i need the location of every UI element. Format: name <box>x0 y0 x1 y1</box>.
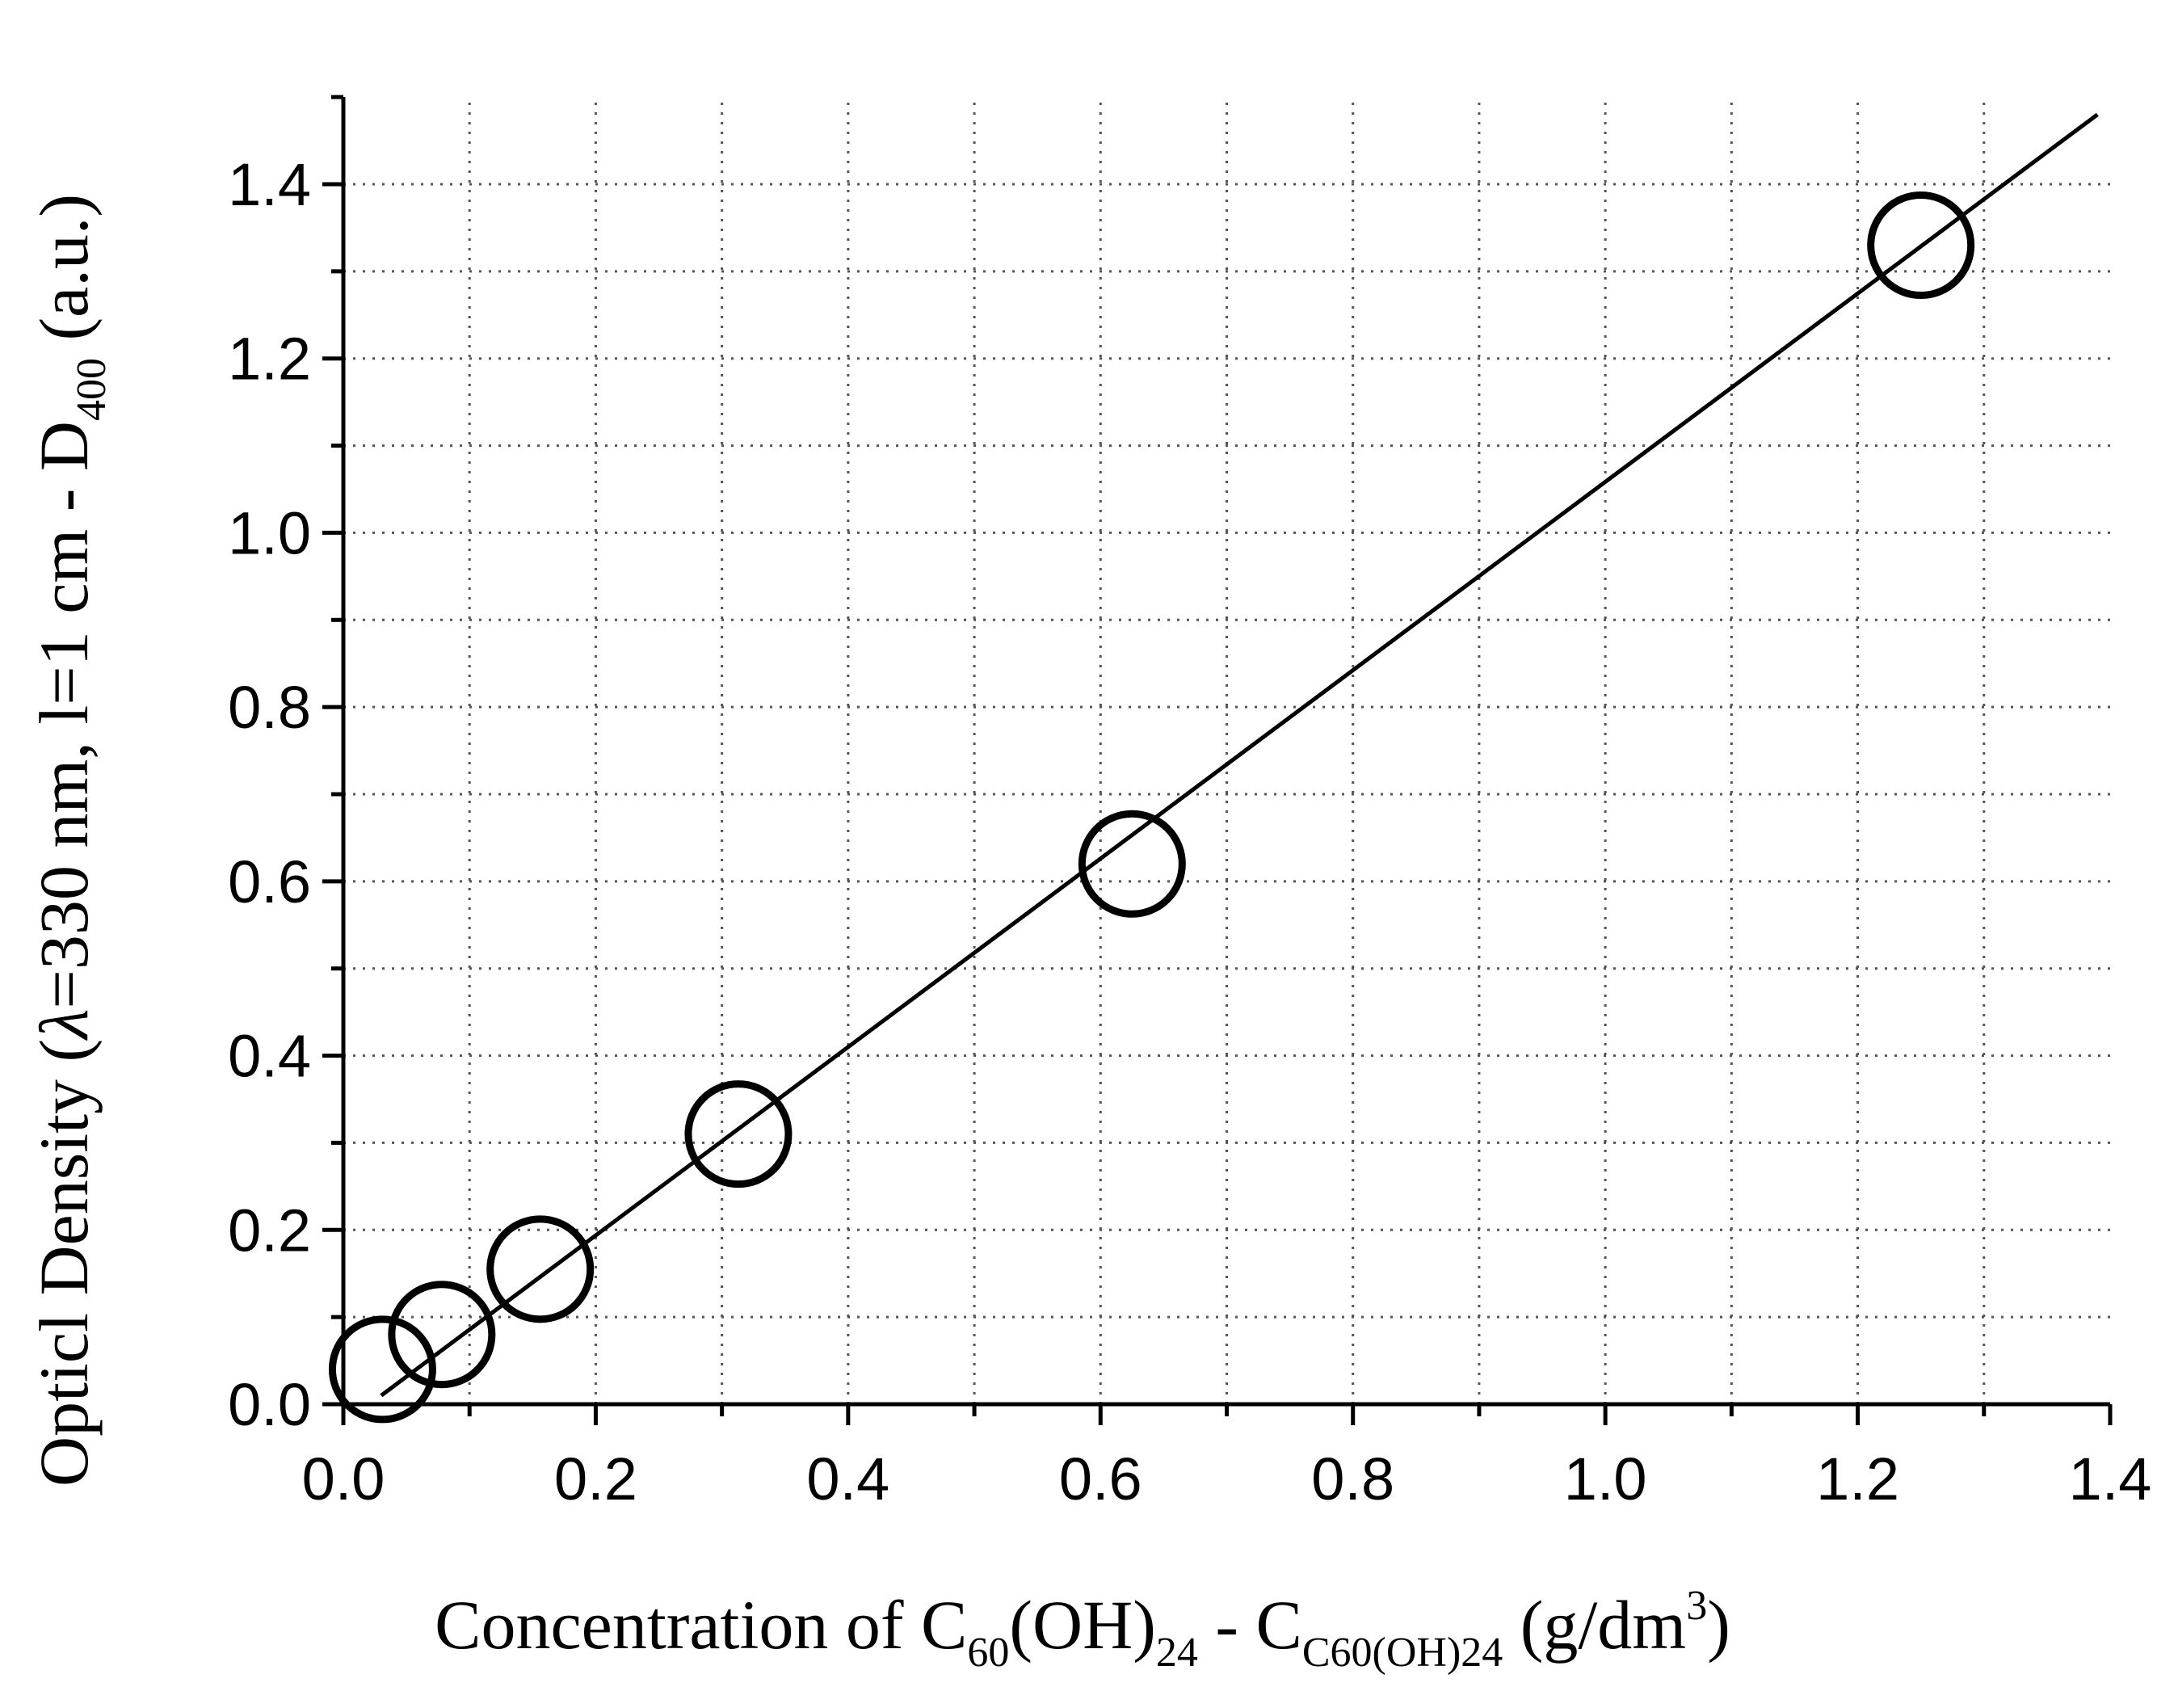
y-tick-label: 1.4 <box>228 151 311 218</box>
data-point <box>1078 810 1186 918</box>
data-point <box>1867 191 1975 299</box>
y-tick-label: 0.6 <box>228 848 311 915</box>
x-tick-label: 0.4 <box>806 1445 889 1512</box>
y-tick-label: 0.8 <box>228 674 311 741</box>
fit-line <box>380 112 2099 1398</box>
x-tick-label: 0.2 <box>554 1445 637 1512</box>
data-point <box>328 1315 436 1424</box>
y-tick-label: 0.4 <box>228 1023 311 1090</box>
grid <box>343 97 2110 1404</box>
y-axis-title: Opticl Density (λ=330 nm, l=1 cm - D400 … <box>25 194 115 1487</box>
fit-line-group <box>380 112 2099 1398</box>
data-point <box>486 1215 595 1323</box>
y-tick-label: 0.2 <box>228 1197 311 1264</box>
data-point <box>388 1281 496 1389</box>
x-tick-label: 0.6 <box>1059 1445 1142 1512</box>
y-tick-label: 1.2 <box>228 326 311 393</box>
x-tick-label: 0.8 <box>1311 1445 1394 1512</box>
x-tick-label: 0.0 <box>302 1445 385 1512</box>
y-tick-label: 0.0 <box>228 1371 311 1438</box>
ticks: 0.0 0.2 0.4 0.6 0.8 1.0 1.2 1.4 0.0 0.2 0.4 0.6 0.8 1… <box>228 95 2152 1512</box>
x-tick-label: 1.4 <box>2069 1445 2152 1512</box>
x-tick-label: 1.2 <box>1816 1445 1899 1512</box>
data-point <box>684 1080 793 1188</box>
x-tick-label: 1.0 <box>1564 1445 1647 1512</box>
y-tick-label: 1.0 <box>228 499 311 566</box>
data-points <box>328 191 1975 1424</box>
x-axis-title: Concentration of C60(OH)24 - CC60(OH)24 … <box>435 1583 1730 1676</box>
